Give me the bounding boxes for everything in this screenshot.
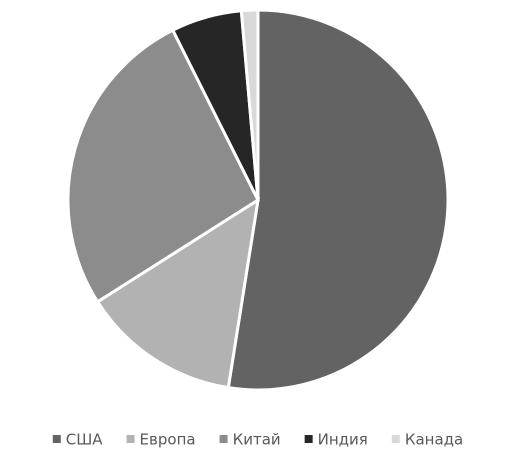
pie-slice	[226, 8, 450, 392]
pie-slice	[66, 28, 260, 304]
pie-slice	[239, 8, 260, 201]
legend-label: США	[66, 431, 104, 449]
legend-label: Европа	[140, 431, 196, 449]
legend-label: Индия	[318, 431, 368, 449]
legend-swatch	[126, 435, 135, 443]
legend-label: Канада	[405, 431, 463, 449]
legend-swatch	[304, 435, 313, 443]
legend-label: Китай	[233, 431, 281, 449]
legend-swatch	[52, 435, 61, 443]
legend-swatch	[391, 435, 400, 443]
pie-slice	[95, 196, 261, 390]
legend-swatch	[219, 435, 228, 443]
